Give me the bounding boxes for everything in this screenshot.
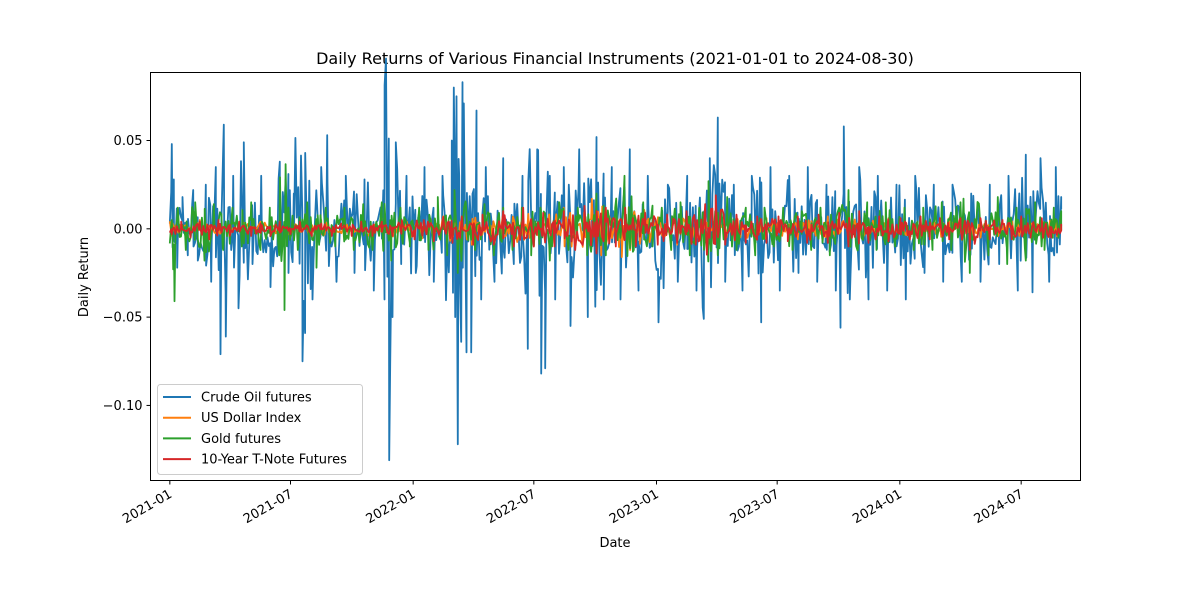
- legend-label: US Dollar Index: [201, 411, 302, 426]
- plot-frame: [150, 72, 1081, 481]
- x-axis-label: Date: [599, 536, 630, 551]
- legend: Crude Oil futures US Dollar Index Gold fut…: [157, 384, 363, 475]
- legend-label: Crude Oil futures: [201, 391, 312, 406]
- legend-label: 10-Year T-Note Futures: [201, 453, 347, 468]
- y-tick-label: −0.05: [103, 311, 143, 326]
- y-tick-label: 0.00: [114, 222, 143, 237]
- y-tick-label: −0.10: [103, 399, 143, 414]
- series-lines: [168, 57, 1063, 462]
- legend-label: Gold futures: [201, 432, 281, 447]
- y-axis: 0.05 0.00 −0.05 −0.10: [103, 134, 151, 414]
- legend-box: [157, 384, 363, 475]
- chart-title: Daily Returns of Various Financial Instr…: [316, 49, 914, 68]
- series-line-4: [168, 194, 1063, 256]
- y-axis-label: Daily Return: [77, 237, 92, 317]
- y-tick-label: 0.05: [114, 134, 143, 149]
